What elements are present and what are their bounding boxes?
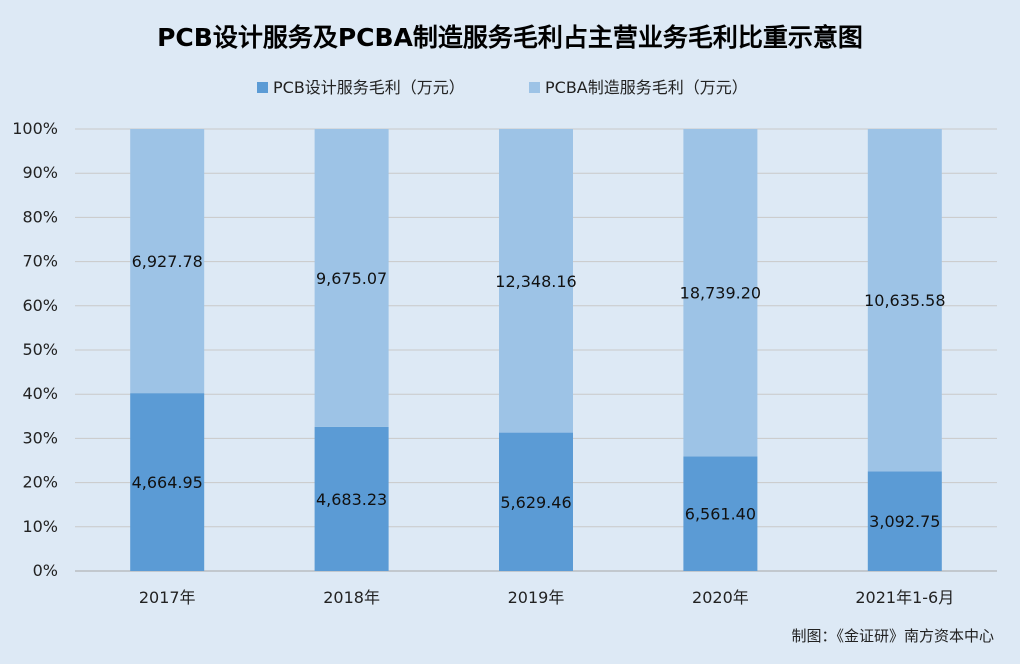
y-tick-label: 10% bbox=[22, 517, 58, 536]
legend-label-pcba-manufacturing: PCBA制造服务毛利（万元） bbox=[545, 78, 748, 97]
chart-title: PCB设计服务及PCBA制造服务毛利占主营业务毛利比重示意图 bbox=[157, 23, 863, 52]
data-label-pcba-manufacturing: 6,927.78 bbox=[132, 252, 203, 271]
data-labels: 4,664.95 6,927.78 4,683.23 9,675.07 5,629.46… bbox=[132, 252, 946, 531]
legend-swatch-pcba-manufacturing bbox=[529, 82, 540, 93]
y-axis: 0% 10% 20% 30% 40% 50% 60% 70% 80% 90% 100% bbox=[12, 119, 58, 580]
y-tick-label: 70% bbox=[22, 252, 58, 271]
bar-pcba-manufacturing bbox=[867, 129, 942, 472]
data-label-pcba-manufacturing: 9,675.07 bbox=[316, 269, 387, 288]
bar-pcb-design bbox=[499, 432, 573, 571]
bar-pcb-design bbox=[683, 456, 758, 571]
legend: PCB设计服务毛利（万元） PCBA制造服务毛利（万元） bbox=[257, 78, 748, 97]
data-label-pcba-manufacturing: 10,635.58 bbox=[864, 291, 945, 310]
data-label-pcb-design: 3,092.75 bbox=[869, 512, 940, 531]
x-tick-label: 2018年 bbox=[323, 588, 380, 607]
legend-swatch-pcb-design bbox=[257, 82, 268, 93]
data-label-pcb-design: 4,664.95 bbox=[132, 473, 203, 492]
bar-pcba-manufacturing bbox=[499, 129, 573, 433]
x-axis: 2017年 2018年 2019年 2020年 2021年1-6月 bbox=[139, 588, 954, 607]
data-label-pcb-design: 5,629.46 bbox=[500, 493, 571, 512]
credit-text: 制图：《金证研》南方资本中心 bbox=[791, 627, 994, 645]
y-tick-label: 40% bbox=[22, 384, 58, 403]
legend-label-pcb-design: PCB设计服务毛利（万元） bbox=[273, 78, 465, 97]
x-tick-label: 2019年 bbox=[508, 588, 565, 607]
bar-pcba-manufacturing bbox=[683, 129, 758, 457]
y-tick-label: 60% bbox=[22, 296, 58, 315]
y-tick-label: 80% bbox=[22, 207, 58, 226]
bars bbox=[130, 129, 942, 571]
x-tick-label: 2020年 bbox=[692, 588, 749, 607]
bar-pcb-design bbox=[314, 426, 389, 571]
bar-pcba-manufacturing bbox=[314, 129, 389, 427]
data-label-pcb-design: 4,683.23 bbox=[316, 490, 387, 509]
data-label-pcba-manufacturing: 12,348.16 bbox=[495, 272, 576, 291]
y-tick-label: 0% bbox=[33, 561, 58, 580]
data-label-pcb-design: 6,561.40 bbox=[685, 505, 756, 524]
bar-pcb-design bbox=[130, 393, 205, 571]
y-tick-label: 20% bbox=[22, 473, 58, 492]
y-tick-label: 100% bbox=[12, 119, 58, 138]
bar-pcba-manufacturing bbox=[130, 129, 205, 394]
y-tick-label: 90% bbox=[22, 163, 58, 182]
x-tick-label: 2017年 bbox=[139, 588, 196, 607]
data-label-pcba-manufacturing: 18,739.20 bbox=[680, 284, 761, 303]
y-tick-label: 30% bbox=[22, 428, 58, 447]
bar-pcb-design bbox=[867, 471, 942, 571]
x-tick-label: 2021年1-6月 bbox=[855, 588, 954, 607]
y-tick-label: 50% bbox=[22, 340, 58, 359]
